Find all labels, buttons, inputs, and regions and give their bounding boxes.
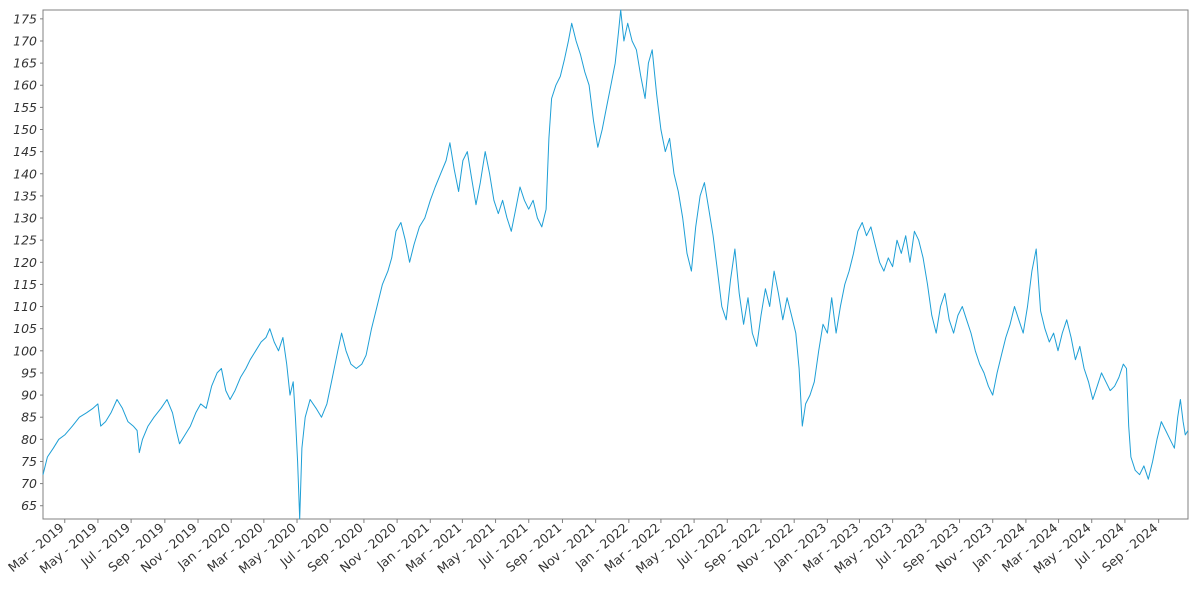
- y-axis: 65 70 75 80 85 90 95 100 105 110 115 120 125 130 135 14…: [13, 11, 43, 513]
- y-tick-label: 165: [13, 56, 37, 71]
- plot-area: [42, 9, 1189, 520]
- y-tick-label: 130: [13, 211, 37, 226]
- y-tick-label: 140: [13, 166, 37, 181]
- y-tick-label: 160: [13, 78, 37, 93]
- y-tick-label: 170: [13, 33, 37, 48]
- y-tick-label: 155: [13, 100, 37, 115]
- y-tick-label: 150: [13, 122, 37, 137]
- y-tick-label: 115: [13, 277, 37, 292]
- y-tick-label: 85: [21, 410, 37, 425]
- y-tick-label: 70: [21, 476, 37, 491]
- y-tick-label: 95: [21, 365, 37, 380]
- y-tick-label: 120: [13, 255, 37, 270]
- y-tick-label: 65: [21, 498, 37, 513]
- y-tick-label: 135: [13, 188, 37, 203]
- y-tick-label: 125: [13, 233, 37, 248]
- y-tick-label: 80: [21, 432, 37, 447]
- y-tick-label: 175: [13, 11, 37, 26]
- series-line: [42, 9, 1189, 520]
- series-layer: [42, 9, 1189, 520]
- y-tick-label: 110: [13, 299, 37, 314]
- y-tick-label: 75: [21, 454, 37, 469]
- y-tick-label: 90: [21, 388, 37, 403]
- y-tick-label: 100: [13, 343, 37, 358]
- y-tick-label: 145: [13, 144, 37, 159]
- y-tick-label: 105: [13, 321, 37, 336]
